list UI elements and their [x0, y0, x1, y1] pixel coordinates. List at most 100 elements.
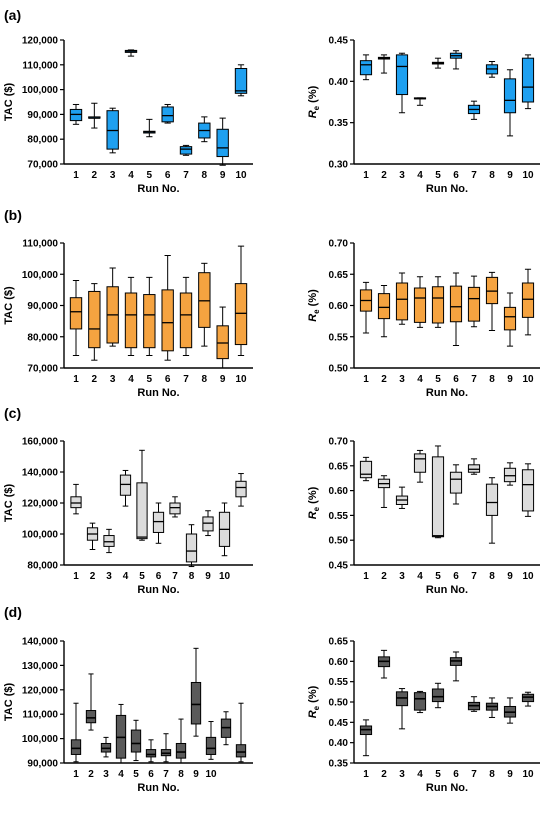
box-run-10 [205, 721, 217, 760]
y-tick-label: 110,000 [22, 239, 58, 250]
y-axis-title: Re (%) [307, 685, 321, 718]
y-axis-title: Re (%) [307, 85, 321, 118]
box-iqr [431, 456, 445, 538]
x-tick-label: 5 [147, 374, 153, 385]
y-tick-label: 100,000 [22, 530, 59, 541]
y-tick-label: 100,000 [22, 734, 59, 745]
box-run-11 [220, 711, 232, 746]
box-iqr [503, 467, 517, 483]
y-axis-title-unit: (%) [307, 486, 319, 507]
x-tick-label: 4 [123, 571, 129, 582]
y-axis-title-unit: (%) [307, 289, 319, 310]
box-run-10 [234, 64, 248, 97]
x-tick-label: 5 [435, 571, 441, 582]
box-run-4 [413, 276, 427, 328]
x-tick-label: 3 [110, 374, 116, 385]
box-iqr [449, 285, 463, 323]
chart-a-tac: 70,000 80,000 90,000 100,000 110,000 120,000 1… [3, 36, 253, 195]
box-run-1 [359, 54, 373, 81]
y-tick-label: 70,000 [27, 364, 58, 375]
y-tick-label: 160,000 [22, 437, 59, 448]
x-tick-label: 3 [110, 170, 116, 181]
y-tick-label: 110,000 [22, 710, 58, 721]
box-iqr [69, 297, 83, 330]
box-run-1 [70, 702, 82, 763]
x-tick-label: 2 [381, 170, 387, 181]
box-run-6 [152, 502, 165, 544]
x-tick-label: 7 [183, 374, 189, 385]
x-tick-label: 6 [453, 374, 459, 385]
box-run-8 [198, 116, 211, 143]
box-iqr [521, 282, 535, 318]
box-run-7 [160, 733, 172, 763]
y-tick-label: 0.70 [329, 437, 349, 448]
box-run-6 [449, 464, 463, 505]
box-run-3 [100, 736, 112, 758]
panel-label-b: (b) [4, 207, 22, 223]
y-axis-title: TAC ($) [3, 484, 15, 523]
x-axis-title: Run No. [426, 387, 468, 399]
box-iqr [485, 483, 499, 516]
x-tick-label: 1 [73, 769, 79, 780]
x-tick-label: 1 [73, 170, 79, 181]
x-tick-label: 8 [489, 170, 495, 181]
x-axis-title: Run No. [426, 782, 468, 794]
box-iqr [395, 54, 409, 96]
x-tick-label: 1 [73, 571, 79, 582]
box-iqr [130, 729, 142, 753]
x-tick-label: 4 [417, 571, 423, 582]
x-tick-label: 4 [128, 170, 134, 181]
y-axis-title-unit: (%) [307, 85, 319, 106]
x-tick-label: 2 [88, 769, 94, 780]
box-run-1 [359, 281, 373, 334]
box-run-6 [145, 739, 157, 763]
x-tick-label: 6 [453, 769, 459, 780]
x-tick-label: 1 [363, 374, 369, 385]
y-axis-title-symbol: R [307, 314, 319, 322]
box-run-12 [235, 702, 247, 763]
y-tick-label: 140,000 [22, 637, 59, 648]
box-run-7 [467, 275, 481, 328]
x-tick-label: 6 [156, 571, 162, 582]
box-iqr [185, 533, 198, 563]
x-tick-label: 9 [507, 571, 513, 582]
y-tick-label: 0.65 [329, 461, 349, 472]
y-tick-label: 0.35 [329, 118, 349, 129]
box-iqr [145, 749, 157, 758]
x-tick-label: 5 [435, 374, 441, 385]
x-tick-label: 6 [148, 769, 154, 780]
x-axis-title: Run No. [137, 387, 179, 399]
box-run-5 [130, 719, 142, 762]
box-run-3 [395, 272, 409, 325]
box-iqr [235, 744, 247, 758]
box-run-10 [234, 245, 248, 356]
x-tick-label: 7 [172, 571, 178, 582]
y-axis-title: TAC ($) [3, 83, 15, 122]
box-iqr [152, 511, 165, 533]
y-tick-label: 0.60 [329, 657, 349, 668]
x-tick-label: 2 [381, 374, 387, 385]
x-tick-label: 10 [205, 769, 217, 780]
box-run-3 [395, 486, 409, 509]
x-tick-label: 7 [471, 170, 477, 181]
y-tick-label: 120,000 [22, 36, 59, 47]
box-run-2 [88, 283, 101, 361]
box-iqr [413, 287, 427, 323]
box-run-7 [179, 144, 193, 156]
x-axis-title: Run No. [137, 782, 179, 794]
x-tick-label: 9 [193, 769, 199, 780]
box-run-6 [449, 272, 463, 346]
box-iqr [413, 692, 427, 711]
x-tick-label: 7 [183, 170, 189, 181]
chart-c-tac: 80,000 100,000 120,000 140,000 160,000 1 2 3 4 5 6… [3, 437, 253, 596]
box-iqr [70, 496, 82, 509]
box-run-4 [124, 276, 138, 356]
box-run-6 [449, 50, 463, 70]
y-tick-label: 100,000 [22, 270, 59, 281]
x-tick-label: 9 [507, 769, 513, 780]
box-run-7 [467, 458, 481, 475]
x-tick-label: 2 [92, 374, 98, 385]
box-run-3 [106, 267, 119, 347]
box-run-4 [119, 469, 132, 507]
box-run-2 [88, 102, 101, 129]
